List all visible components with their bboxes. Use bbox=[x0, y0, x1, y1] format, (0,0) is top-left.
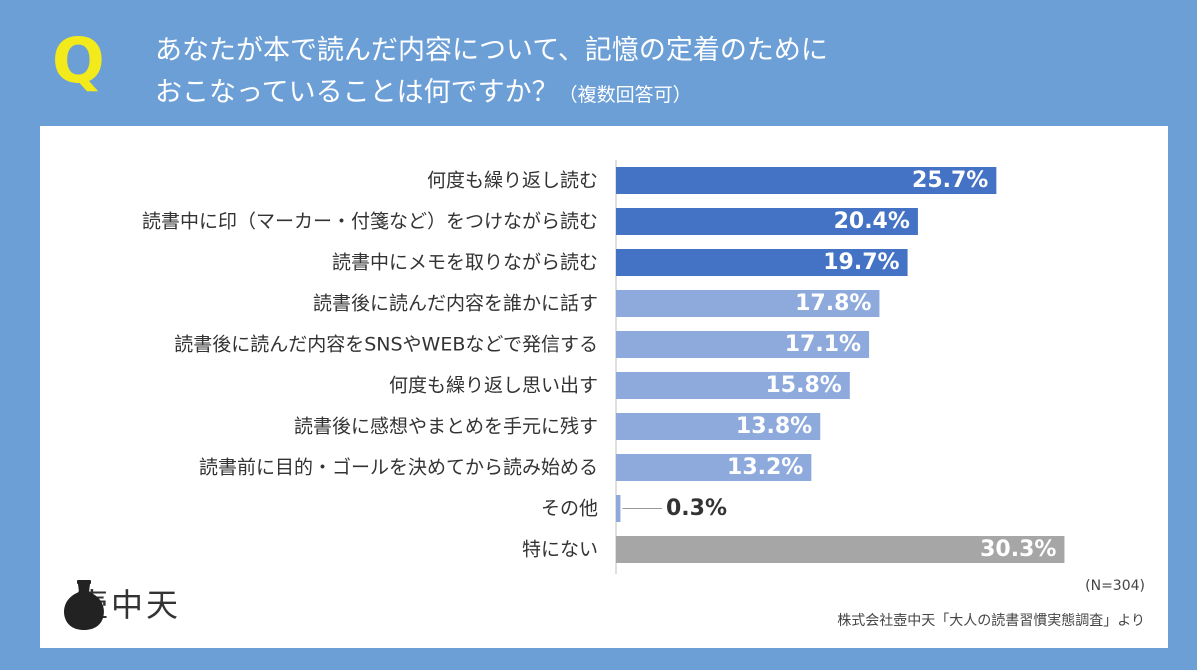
sample-size: (N=304) bbox=[1085, 578, 1145, 594]
category-label: 特にない bbox=[522, 539, 598, 561]
category-label: 読書後に読んだ内容を誰かに話す bbox=[313, 293, 598, 315]
category-label: 何度も繰り返し思い出す bbox=[389, 375, 598, 397]
brand-logo: 壺中天 bbox=[62, 580, 181, 630]
value-label: 13.8% bbox=[736, 414, 812, 439]
title-note: （複数回答可） bbox=[558, 84, 692, 106]
category-label: 読書後に感想やまとめを手元に残す bbox=[294, 416, 598, 438]
value-label: 19.7% bbox=[823, 250, 899, 275]
value-label: 13.2% bbox=[727, 455, 803, 480]
category-label: その他 bbox=[541, 498, 598, 520]
value-label: 17.1% bbox=[785, 332, 861, 357]
value-label: 0.3% bbox=[666, 496, 727, 521]
jar-icon bbox=[64, 580, 104, 630]
bar bbox=[616, 290, 880, 317]
bar bbox=[616, 167, 997, 194]
category-label: 読書前に目的・ゴールを決めてから読み始める bbox=[199, 457, 598, 479]
value-label: 17.8% bbox=[795, 291, 871, 316]
bar bbox=[616, 208, 918, 235]
bar bbox=[616, 495, 621, 522]
source-note: 株式会社壺中天「大人の読書習慣実態調査」より bbox=[837, 613, 1145, 629]
value-label: 25.7% bbox=[912, 168, 988, 193]
bar bbox=[616, 454, 812, 481]
question-title: あなたが本で読んだ内容について、記憶の定着のために おこなっていることは何ですか… bbox=[155, 30, 828, 116]
category-label: 読書後に読んだ内容をSNSやWEBなどで発信する bbox=[174, 334, 598, 356]
value-label: 20.4% bbox=[834, 209, 910, 234]
bar bbox=[616, 249, 908, 276]
title-line2: おこなっていることは何ですか？ bbox=[155, 77, 559, 108]
q-mark: Q bbox=[52, 24, 105, 97]
category-label: 読書中に印（マーカー・付箋など）をつけながら読む bbox=[142, 211, 598, 233]
category-label: 読書中にメモを取りながら読む bbox=[332, 252, 598, 274]
title-line2-wrap: おこなっていることは何ですか？（複数回答可） bbox=[155, 72, 828, 116]
value-label: 15.8% bbox=[766, 373, 842, 398]
value-label: 30.3% bbox=[980, 537, 1056, 562]
bar bbox=[616, 413, 821, 440]
title-line1: あなたが本で読んだ内容について、記憶の定着のために bbox=[155, 35, 828, 66]
bar bbox=[616, 536, 1065, 563]
bar bbox=[616, 331, 870, 358]
category-label: 何度も繰り返し読む bbox=[427, 170, 598, 192]
bar bbox=[616, 372, 850, 399]
